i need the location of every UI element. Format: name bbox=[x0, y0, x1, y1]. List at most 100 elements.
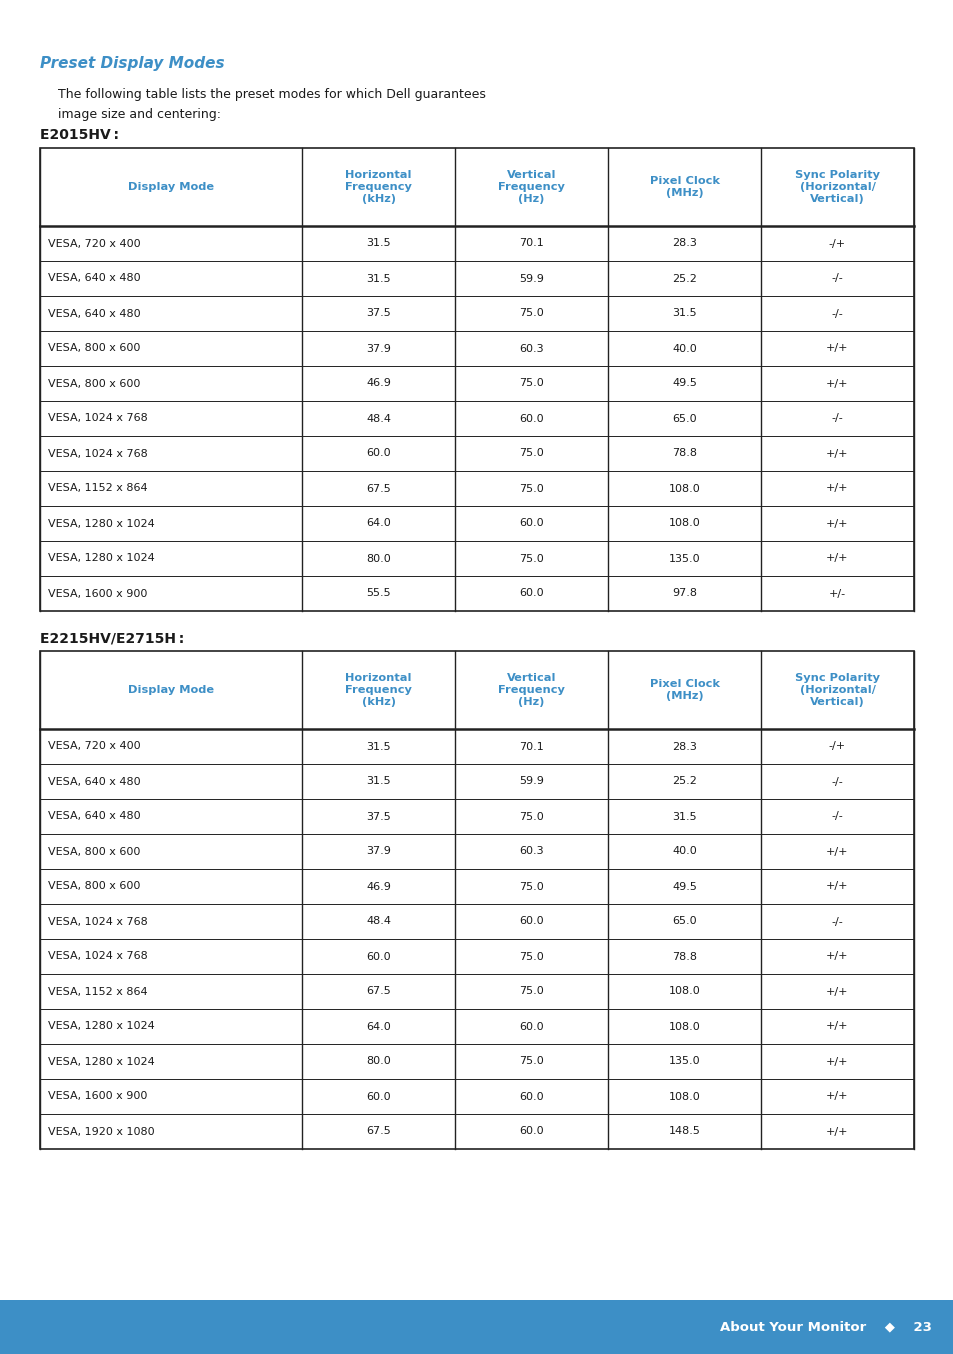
Text: Display Mode: Display Mode bbox=[128, 181, 214, 192]
Text: VESA, 1024 x 768: VESA, 1024 x 768 bbox=[48, 917, 148, 926]
Text: 60.0: 60.0 bbox=[518, 1091, 543, 1102]
Text: 67.5: 67.5 bbox=[366, 1127, 391, 1136]
Text: Vertical
Frequency
(Hz): Vertical Frequency (Hz) bbox=[497, 673, 564, 707]
Text: Horizontal
Frequency
(kHz): Horizontal Frequency (kHz) bbox=[345, 673, 412, 707]
Text: 78.8: 78.8 bbox=[671, 448, 697, 459]
Text: E2215HV/E2715H :: E2215HV/E2715H : bbox=[40, 631, 184, 645]
Text: 75.0: 75.0 bbox=[518, 987, 543, 997]
Text: 65.0: 65.0 bbox=[672, 413, 696, 424]
Text: 31.5: 31.5 bbox=[366, 742, 391, 751]
Text: -/-: -/- bbox=[831, 413, 842, 424]
Text: 60.0: 60.0 bbox=[518, 917, 543, 926]
Text: Pixel Clock
(MHz): Pixel Clock (MHz) bbox=[649, 176, 719, 198]
Text: -/-: -/- bbox=[831, 776, 842, 787]
Text: 31.5: 31.5 bbox=[672, 811, 696, 822]
Text: VESA, 1600 x 900: VESA, 1600 x 900 bbox=[48, 589, 148, 598]
Text: 108.0: 108.0 bbox=[668, 987, 700, 997]
Text: +/+: +/+ bbox=[825, 987, 848, 997]
Text: 37.9: 37.9 bbox=[366, 344, 391, 353]
Text: 37.9: 37.9 bbox=[366, 846, 391, 857]
Text: Sync Polarity
(Horizontal/
Vertical): Sync Polarity (Horizontal/ Vertical) bbox=[794, 673, 879, 707]
Text: 70.1: 70.1 bbox=[518, 742, 543, 751]
Text: VESA, 800 x 600: VESA, 800 x 600 bbox=[48, 881, 140, 891]
Text: -/-: -/- bbox=[831, 274, 842, 283]
Text: +/+: +/+ bbox=[825, 1091, 848, 1102]
Text: 67.5: 67.5 bbox=[366, 483, 391, 493]
Text: 55.5: 55.5 bbox=[366, 589, 391, 598]
Text: Sync Polarity
(Horizontal/
Vertical): Sync Polarity (Horizontal/ Vertical) bbox=[794, 171, 879, 204]
Text: 25.2: 25.2 bbox=[672, 274, 697, 283]
Text: 48.4: 48.4 bbox=[366, 413, 391, 424]
Bar bbox=[40, 148, 913, 611]
Text: +/-: +/- bbox=[828, 589, 845, 598]
Text: 59.9: 59.9 bbox=[518, 776, 543, 787]
Text: +/+: +/+ bbox=[825, 846, 848, 857]
Text: VESA, 640 x 480: VESA, 640 x 480 bbox=[48, 274, 140, 283]
Text: 60.0: 60.0 bbox=[518, 1021, 543, 1032]
Text: VESA, 1280 x 1024: VESA, 1280 x 1024 bbox=[48, 519, 154, 528]
Text: VESA, 1152 x 864: VESA, 1152 x 864 bbox=[48, 483, 148, 493]
Text: VESA, 640 x 480: VESA, 640 x 480 bbox=[48, 811, 140, 822]
Text: -/+: -/+ bbox=[828, 742, 845, 751]
Text: VESA, 1280 x 1024: VESA, 1280 x 1024 bbox=[48, 1021, 154, 1032]
Text: VESA, 800 x 600: VESA, 800 x 600 bbox=[48, 379, 140, 389]
Text: +/+: +/+ bbox=[825, 344, 848, 353]
Text: VESA, 1024 x 768: VESA, 1024 x 768 bbox=[48, 448, 148, 459]
Text: 97.8: 97.8 bbox=[671, 589, 697, 598]
Text: +/+: +/+ bbox=[825, 448, 848, 459]
Text: 70.1: 70.1 bbox=[518, 238, 543, 249]
Text: 64.0: 64.0 bbox=[366, 1021, 391, 1032]
Text: 46.9: 46.9 bbox=[366, 379, 391, 389]
Text: 60.0: 60.0 bbox=[518, 1127, 543, 1136]
Text: VESA, 1280 x 1024: VESA, 1280 x 1024 bbox=[48, 1056, 154, 1067]
Text: 135.0: 135.0 bbox=[668, 554, 700, 563]
Text: 46.9: 46.9 bbox=[366, 881, 391, 891]
Text: 59.9: 59.9 bbox=[518, 274, 543, 283]
Text: -/+: -/+ bbox=[828, 238, 845, 249]
Bar bbox=[40, 651, 913, 1150]
Text: -/-: -/- bbox=[831, 309, 842, 318]
Text: 64.0: 64.0 bbox=[366, 519, 391, 528]
Text: VESA, 720 x 400: VESA, 720 x 400 bbox=[48, 238, 140, 249]
Text: 75.0: 75.0 bbox=[518, 881, 543, 891]
Text: 108.0: 108.0 bbox=[668, 1091, 700, 1102]
Text: +/+: +/+ bbox=[825, 554, 848, 563]
Text: 28.3: 28.3 bbox=[672, 742, 697, 751]
Text: VESA, 1600 x 900: VESA, 1600 x 900 bbox=[48, 1091, 148, 1102]
Text: +/+: +/+ bbox=[825, 1021, 848, 1032]
Text: 148.5: 148.5 bbox=[668, 1127, 700, 1136]
Text: 75.0: 75.0 bbox=[518, 379, 543, 389]
Text: E2015HV :: E2015HV : bbox=[40, 129, 119, 142]
Text: 75.0: 75.0 bbox=[518, 811, 543, 822]
Text: 75.0: 75.0 bbox=[518, 483, 543, 493]
Text: 48.4: 48.4 bbox=[366, 917, 391, 926]
Text: 80.0: 80.0 bbox=[366, 1056, 391, 1067]
Text: 60.0: 60.0 bbox=[366, 448, 391, 459]
Text: 80.0: 80.0 bbox=[366, 554, 391, 563]
Text: 40.0: 40.0 bbox=[672, 846, 697, 857]
Text: 60.0: 60.0 bbox=[518, 413, 543, 424]
Text: 49.5: 49.5 bbox=[672, 881, 697, 891]
Text: VESA, 640 x 480: VESA, 640 x 480 bbox=[48, 309, 140, 318]
Text: VESA, 720 x 400: VESA, 720 x 400 bbox=[48, 742, 140, 751]
Text: VESA, 1024 x 768: VESA, 1024 x 768 bbox=[48, 413, 148, 424]
Text: 108.0: 108.0 bbox=[668, 483, 700, 493]
Text: VESA, 1920 x 1080: VESA, 1920 x 1080 bbox=[48, 1127, 154, 1136]
Text: 31.5: 31.5 bbox=[366, 274, 391, 283]
Text: 37.5: 37.5 bbox=[366, 309, 391, 318]
Text: 60.0: 60.0 bbox=[518, 519, 543, 528]
Text: 31.5: 31.5 bbox=[366, 776, 391, 787]
Text: 49.5: 49.5 bbox=[672, 379, 697, 389]
Text: 75.0: 75.0 bbox=[518, 448, 543, 459]
Text: +/+: +/+ bbox=[825, 379, 848, 389]
Text: 31.5: 31.5 bbox=[366, 238, 391, 249]
Text: 135.0: 135.0 bbox=[668, 1056, 700, 1067]
Text: +/+: +/+ bbox=[825, 952, 848, 961]
Text: +/+: +/+ bbox=[825, 483, 848, 493]
Text: Display Mode: Display Mode bbox=[128, 685, 214, 695]
Text: +/+: +/+ bbox=[825, 519, 848, 528]
Text: 65.0: 65.0 bbox=[672, 917, 696, 926]
Text: -/-: -/- bbox=[831, 811, 842, 822]
Text: 75.0: 75.0 bbox=[518, 1056, 543, 1067]
Text: VESA, 1280 x 1024: VESA, 1280 x 1024 bbox=[48, 554, 154, 563]
